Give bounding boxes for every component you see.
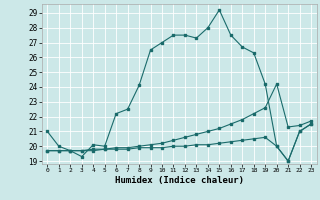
X-axis label: Humidex (Indice chaleur): Humidex (Indice chaleur): [115, 176, 244, 185]
